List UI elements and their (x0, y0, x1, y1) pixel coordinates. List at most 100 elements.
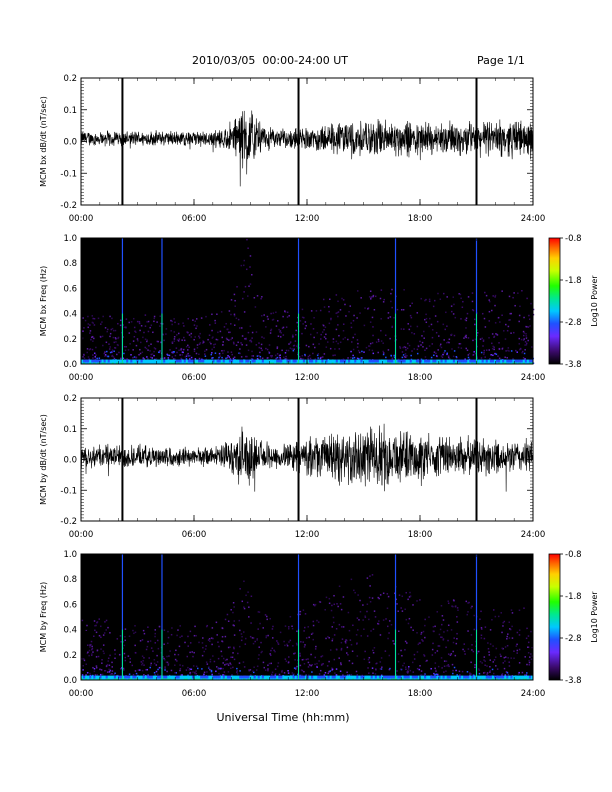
spectrogram-cell (447, 356, 450, 359)
low-frequency-band (85, 678, 88, 680)
spectrogram-cell (164, 669, 166, 671)
spectrogram-cell (83, 327, 85, 329)
spectrogram-cell (172, 352, 174, 354)
spectrogram-cell (508, 621, 511, 624)
low-frequency-band (530, 678, 534, 680)
spectrogram-cell (276, 353, 279, 355)
spectrogram-cell (150, 647, 153, 649)
low-frequency-band (467, 675, 470, 680)
spectrogram-cell (239, 670, 241, 672)
low-frequency-band (194, 362, 197, 364)
spectrogram-cell (442, 638, 445, 640)
spectrogram-cell (421, 341, 424, 344)
spectrogram-cell (233, 620, 236, 622)
low-frequency-band (522, 359, 526, 364)
spectrogram-cell (247, 331, 250, 334)
spectrogram-cell (525, 337, 528, 339)
spectrogram-cell (308, 636, 310, 639)
spectrogram-cell (319, 309, 322, 312)
spectrogram-cell (525, 326, 528, 328)
spectrogram-cell (154, 635, 156, 638)
spectrogram-cell (303, 670, 305, 673)
low-frequency-band (276, 362, 279, 364)
spectrogram-cell (248, 285, 250, 287)
low-frequency-band (385, 678, 388, 680)
spectrogram-cell (507, 325, 510, 328)
spectrogram-cell (281, 669, 283, 672)
low-frequency-band (122, 359, 125, 364)
low-frequency-band (354, 678, 357, 680)
spectrogram-cell (411, 661, 414, 664)
spectrogram-cell (291, 627, 294, 630)
spectrogram-cell (139, 640, 142, 642)
spectrogram-cell (416, 312, 419, 314)
spectrogram-cell (270, 662, 272, 665)
spectrogram-cell (464, 335, 467, 338)
spectrogram-cell (279, 336, 282, 338)
spectrogram-cell (404, 666, 407, 668)
spectrogram-cell (444, 328, 446, 331)
low-frequency-band (300, 359, 304, 364)
spectrogram-cell (408, 344, 411, 347)
low-frequency-band (346, 675, 349, 680)
spectrogram-cell (161, 323, 164, 325)
spectrogram-cell (489, 357, 491, 360)
spectrogram-cell (352, 624, 354, 627)
spectrogram-cell (135, 344, 138, 347)
spectrogram-cell (230, 338, 232, 341)
spectrogram-cell (214, 343, 217, 345)
spectrogram-cell (482, 672, 485, 674)
spectrogram-cell (367, 308, 369, 310)
spectrogram-cell (95, 624, 97, 627)
spectrogram-cell (328, 305, 330, 308)
low-frequency-band (424, 678, 427, 680)
spectrogram-cell (305, 344, 308, 347)
spectrogram-cell (160, 357, 162, 360)
low-frequency-band (253, 359, 256, 364)
low-frequency-band (376, 678, 380, 680)
spectrogram-cell (158, 666, 161, 669)
spectrogram-cell (494, 304, 496, 307)
spectrogram-cell (341, 626, 343, 628)
spectrogram-cell (177, 323, 180, 325)
spectrogram-cell (447, 600, 449, 602)
spectrogram-cell (420, 358, 423, 361)
spectrogram-cell (453, 666, 456, 669)
low-frequency-band (504, 362, 507, 364)
spectrogram-cell (132, 349, 134, 351)
low-frequency-band (498, 678, 501, 680)
low-frequency-band (177, 359, 180, 364)
spectrogram-cell (100, 636, 102, 639)
low-frequency-band (183, 678, 187, 680)
spectrogram-cell (351, 650, 354, 652)
spectrogram-cell (530, 302, 532, 305)
spectrogram-cell (436, 320, 439, 323)
spectrogram-cell (216, 339, 219, 341)
spectrogram-cell (308, 664, 311, 666)
spectrogram-cell (100, 669, 103, 671)
spectrogram-cell (209, 341, 211, 344)
low-frequency-band (274, 359, 277, 364)
spectrogram-cell (525, 637, 528, 640)
spectrogram-cell (193, 350, 196, 352)
low-frequency-band (487, 675, 491, 680)
spectrogram-cell (413, 348, 416, 350)
low-frequency-band (409, 678, 413, 680)
spectrogram-cell (296, 321, 298, 324)
spectrogram-cell (128, 321, 130, 324)
low-frequency-band (235, 675, 238, 680)
spectrogram-background (81, 238, 533, 364)
low-frequency-band (465, 359, 468, 364)
low-frequency-band (284, 678, 287, 680)
spectrogram-cell (176, 351, 178, 354)
spectrogram-cell (454, 654, 457, 657)
spectrogram-cell (508, 665, 511, 667)
low-frequency-band (415, 678, 419, 680)
low-frequency-band (343, 675, 347, 680)
spectrogram-cell (270, 312, 272, 315)
spectrogram-cell (108, 668, 110, 671)
low-frequency-band (315, 675, 318, 680)
spectrogram-cell (180, 357, 182, 360)
spectrogram-cell (363, 351, 365, 353)
spectrogram-cell (519, 347, 522, 350)
